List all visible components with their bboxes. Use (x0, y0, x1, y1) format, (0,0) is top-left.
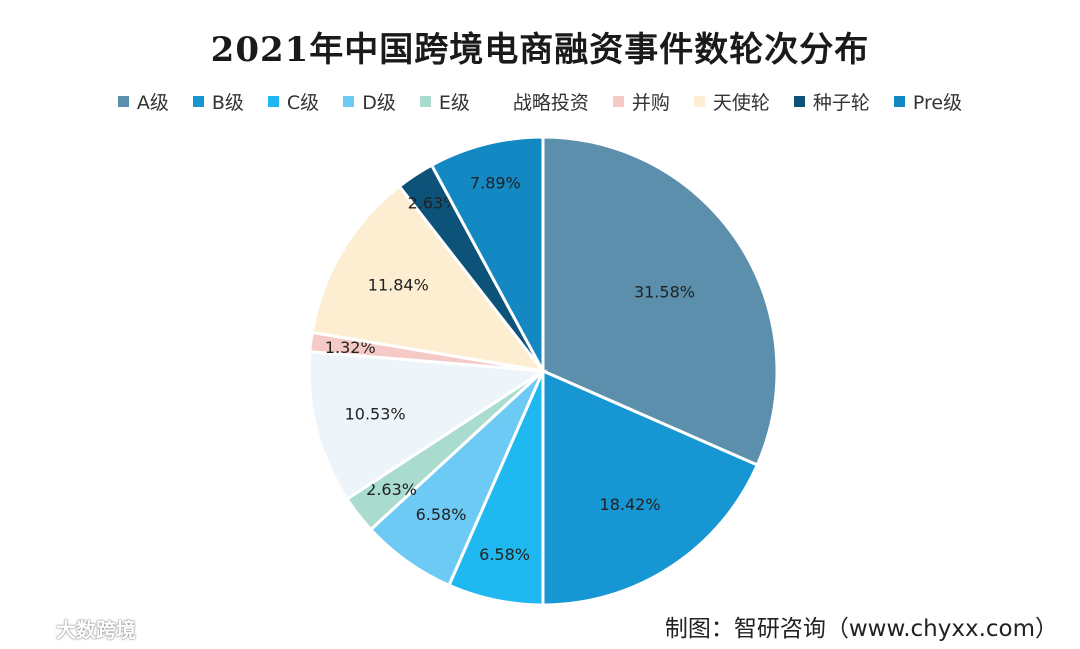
slice-data-label: 1.32% (325, 338, 376, 357)
watermark: 大数跨境 (10, 614, 136, 643)
chart-legend: A级 B级 C级 D级 E级 战略投资 并购 天使轮 种子轮 Pre级 (0, 88, 1080, 115)
slice-data-label: 6.58% (479, 545, 530, 564)
legend-swatch (793, 96, 805, 107)
slice-data-label: 6.58% (416, 505, 467, 524)
legend-label: 并购 (631, 92, 670, 114)
legend-label: 战略投资 (512, 92, 589, 114)
chart-title: 2021年中国跨境电商融资事件数轮次分布 (210, 30, 870, 70)
legend-label: D级 (362, 92, 396, 114)
legend-swatch (117, 96, 129, 107)
legend-label: 天使轮 (712, 92, 770, 114)
pie-slice (310, 184, 547, 374)
slice-data-label: 18.42% (600, 495, 661, 514)
source-note: 制图：智研咨询（www.chyxx.com） (664, 616, 1058, 642)
slice-data-label: 31.58% (634, 283, 695, 302)
legend-label: Pre级 (912, 92, 963, 114)
legend-item: D级 (343, 88, 396, 115)
legend-item: 天使轮 (693, 88, 770, 115)
legend-swatch (343, 96, 355, 107)
legend-swatch (267, 96, 279, 107)
slice-data-label: 7.89% (470, 174, 521, 193)
legend-swatch (612, 96, 624, 107)
legend-item: 战略投资 (493, 88, 589, 115)
legend-item: Pre级 (893, 88, 963, 115)
legend-item: E级 (419, 88, 470, 115)
legend-label: E级 (438, 92, 470, 114)
legend-label: B级 (211, 92, 244, 114)
slice-data-label: 2.63% (408, 193, 459, 212)
slice-data-label: 10.53% (345, 404, 406, 423)
chat-bubble-logo-icon (10, 618, 49, 638)
pie-slice (307, 349, 548, 502)
slice-data-label: 2.63% (366, 480, 417, 499)
pie-slice (541, 368, 760, 607)
legend-item: C级 (267, 88, 320, 115)
watermark-text: 大数跨境 (56, 618, 136, 642)
legend-item: B级 (192, 88, 244, 115)
slice-data-label: 11.84% (368, 276, 429, 295)
pie-slice (429, 135, 545, 372)
legend-swatch (493, 96, 505, 107)
legend-item: 并购 (612, 88, 670, 115)
legend-label: C级 (286, 92, 320, 114)
legend-label: 种子轮 (812, 92, 870, 114)
pie-slice (541, 135, 779, 467)
legend-item: A级 (117, 88, 169, 115)
legend-label: A级 (136, 92, 169, 114)
legend-swatch (192, 96, 204, 107)
legend-item: 种子轮 (793, 88, 870, 115)
legend-swatch (893, 96, 905, 107)
legend-swatch (693, 96, 705, 107)
legend-swatch (419, 96, 431, 107)
